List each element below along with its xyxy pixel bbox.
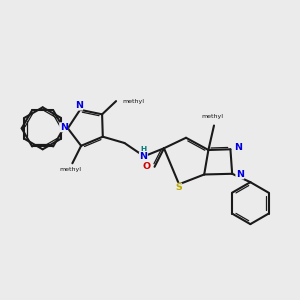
Text: N: N bbox=[234, 143, 242, 152]
Text: S: S bbox=[175, 183, 182, 192]
Text: O: O bbox=[143, 162, 151, 171]
Text: methyl: methyl bbox=[122, 99, 144, 103]
Text: methyl: methyl bbox=[201, 114, 223, 119]
Text: N: N bbox=[140, 152, 147, 161]
Text: N: N bbox=[60, 123, 68, 132]
Text: N: N bbox=[236, 170, 244, 179]
Text: methyl: methyl bbox=[60, 167, 82, 172]
Text: N: N bbox=[75, 101, 83, 110]
Text: H: H bbox=[140, 146, 146, 152]
